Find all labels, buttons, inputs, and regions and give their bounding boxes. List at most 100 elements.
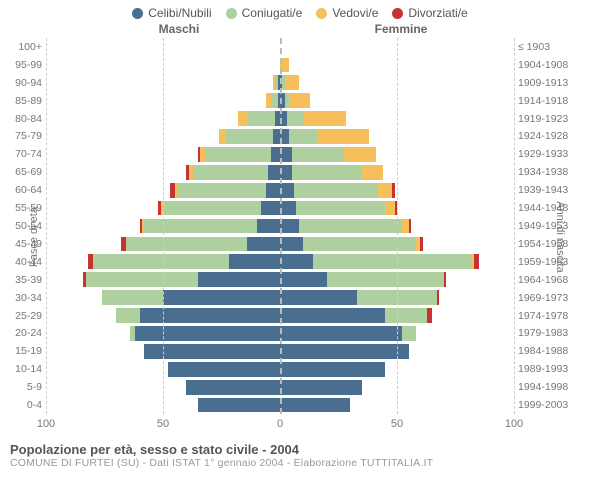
bar-segment-coniugati: [327, 272, 444, 287]
birth-year-label: ≤ 1903: [518, 41, 600, 53]
bar-segment-vedovi: [362, 165, 383, 180]
bar-segment-celibi: [186, 380, 280, 395]
age-label: 40-44: [0, 256, 42, 268]
age-label: 90-94: [0, 77, 42, 89]
bar-male: [88, 254, 280, 269]
bar-male: [102, 290, 280, 305]
bar-female: [280, 93, 310, 108]
bar-male: [168, 362, 280, 377]
bar-segment-celibi: [280, 308, 385, 323]
bar-segment-coniugati: [177, 183, 266, 198]
age-label: 95-99: [0, 59, 42, 71]
bar-segment-celibi: [280, 272, 327, 287]
bar-male: [170, 183, 280, 198]
legend-item-coniugati: Coniugati/e: [226, 6, 303, 20]
birth-year-label: 1999-2003: [518, 399, 600, 411]
bar-female: [280, 165, 383, 180]
x-axis-tick: 50: [157, 418, 169, 430]
legend-item-celibi: Celibi/Nubili: [132, 6, 211, 20]
bar-segment-celibi: [163, 290, 280, 305]
bar-female: [280, 290, 439, 305]
legend-item-vedovi: Vedovi/e: [316, 6, 378, 20]
bar-segment-coniugati: [193, 165, 268, 180]
bar-segment-coniugati: [292, 165, 362, 180]
bar-female: [280, 129, 369, 144]
age-label: 50-54: [0, 220, 42, 232]
bar-segment-celibi: [280, 219, 299, 234]
bar-segment-divorziati: [420, 237, 422, 252]
legend-label: Divorziati/e: [408, 6, 467, 20]
age-label: 60-64: [0, 184, 42, 196]
bar-female: [280, 147, 376, 162]
bar-segment-coniugati: [163, 201, 261, 216]
bar-male: [158, 201, 280, 216]
header-females: Femmine: [290, 22, 512, 36]
bar-segment-celibi: [280, 326, 402, 341]
bar-segment-coniugati: [247, 111, 275, 126]
legend: Celibi/Nubili Coniugati/e Vedovi/e Divorzia…: [0, 0, 600, 22]
birth-year-label: 1944-1948: [518, 202, 600, 214]
birth-year-label: 1939-1943: [518, 184, 600, 196]
bar-segment-celibi: [280, 344, 409, 359]
bar-segment-coniugati: [226, 129, 273, 144]
column-headers: Maschi Femmine: [0, 22, 600, 38]
bar-male: [140, 219, 280, 234]
legend-swatch: [226, 8, 237, 19]
bar-segment-coniugati: [294, 183, 378, 198]
bar-segment-vedovi: [238, 111, 247, 126]
legend-swatch: [392, 8, 403, 19]
bar-male: [198, 147, 280, 162]
grid-line: [163, 38, 164, 414]
age-label: 45-49: [0, 238, 42, 250]
bar-female: [280, 111, 346, 126]
bar-female: [280, 344, 409, 359]
bar-segment-celibi: [280, 290, 357, 305]
bar-segment-vedovi: [385, 201, 394, 216]
bar-female: [280, 219, 411, 234]
x-axis: 10050050100: [46, 414, 514, 436]
age-label: 30-34: [0, 292, 42, 304]
birth-year-label: 1979-1983: [518, 327, 600, 339]
bar-female: [280, 308, 432, 323]
bar-segment-celibi: [257, 219, 280, 234]
bar-segment-celibi: [273, 129, 280, 144]
bar-segment-coniugati: [116, 308, 139, 323]
birth-year-label: 1909-1913: [518, 77, 600, 89]
legend-label: Coniugati/e: [242, 6, 303, 20]
bar-female: [280, 380, 362, 395]
bar-segment-vedovi: [289, 93, 310, 108]
bar-segment-celibi: [280, 183, 294, 198]
bar-segment-celibi: [271, 147, 280, 162]
bar-segment-celibi: [135, 326, 280, 341]
birth-year-label: 1994-1998: [518, 381, 600, 393]
bar-female: [280, 75, 299, 90]
bar-segment-coniugati: [296, 201, 385, 216]
bar-segment-divorziati: [427, 308, 432, 323]
grid-line: [46, 38, 47, 414]
bar-segment-coniugati: [102, 290, 163, 305]
age-label: 55-59: [0, 202, 42, 214]
bar-segment-celibi: [280, 254, 313, 269]
bar-segment-coniugati: [289, 129, 317, 144]
bar-male: [121, 237, 280, 252]
bar-segment-vedovi: [402, 219, 409, 234]
birth-year-label: 1969-1973: [518, 292, 600, 304]
age-label: 20-24: [0, 327, 42, 339]
bar-male: [273, 75, 280, 90]
bar-segment-celibi: [198, 398, 280, 413]
bar-segment-celibi: [140, 308, 280, 323]
age-label: 25-29: [0, 310, 42, 322]
birth-year-label: 1904-1908: [518, 59, 600, 71]
bar-segment-celibi: [144, 344, 280, 359]
bar-segment-celibi: [280, 362, 385, 377]
chart-footer: Popolazione per età, sesso e stato civil…: [0, 436, 600, 469]
bar-segment-divorziati: [392, 183, 394, 198]
x-axis-tick: 100: [505, 418, 523, 430]
birth-year-label: 1929-1933: [518, 148, 600, 160]
bar-female: [280, 398, 350, 413]
birth-year-label: 1974-1978: [518, 310, 600, 322]
age-label: 35-39: [0, 274, 42, 286]
age-label: 15-19: [0, 345, 42, 357]
bar-male: [266, 93, 280, 108]
birth-year-label: 1954-1958: [518, 238, 600, 250]
